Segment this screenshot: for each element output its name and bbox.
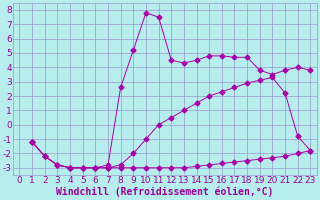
X-axis label: Windchill (Refroidissement éolien,°C): Windchill (Refroidissement éolien,°C) <box>56 187 274 197</box>
